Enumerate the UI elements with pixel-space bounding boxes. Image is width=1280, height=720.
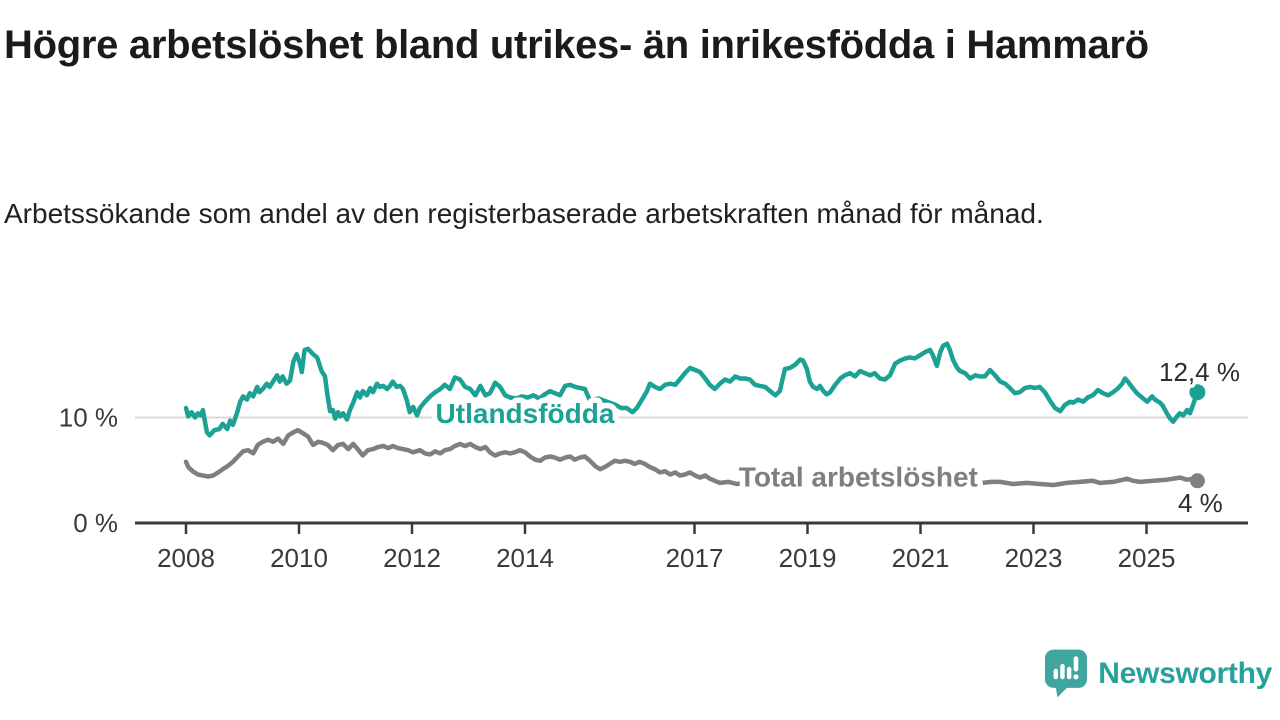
newsworthy-bubble-chart-icon [1045,649,1088,698]
y-axis-label-10: 10 % [59,403,118,433]
x-tick-label-2023: 2023 [1005,543,1063,573]
series-line-total [183,427,1200,488]
chart-title: Högre arbetslöshet bland utrikes- än inr… [4,23,1149,67]
x-tick-label-2012: 2012 [383,543,441,573]
newsworthy-wordmark: Newsworthy [1098,656,1272,690]
newsworthy-logo: Newsworthy [1044,648,1272,699]
x-tick-label-2021: 2021 [892,543,950,573]
series-label-utlandsfodda: Utlandsfödda [436,398,615,429]
y-axis-label-0: 0 % [73,508,118,538]
x-tick-label-2025: 2025 [1118,543,1176,573]
end-dot-total [1189,473,1205,489]
x-tick-label-2010: 2010 [270,543,328,573]
chart-subtitle: Arbetssökande som andel av den registerb… [4,198,1044,229]
x-tick-label-2014: 2014 [496,543,554,573]
end-dot-utlandsfodda [1189,384,1206,401]
series-label-total: Total arbetslöshet [739,462,978,493]
x-tick-label-2017: 2017 [666,543,724,573]
end-value-label-total: 4 % [1178,488,1223,518]
x-tick-label-2008: 2008 [157,543,215,573]
end-value-label-utlandsfodda: 12,4 % [1159,357,1240,387]
x-tick-label-2019: 2019 [779,543,837,573]
series-line-utlandsfodda [183,341,1200,438]
